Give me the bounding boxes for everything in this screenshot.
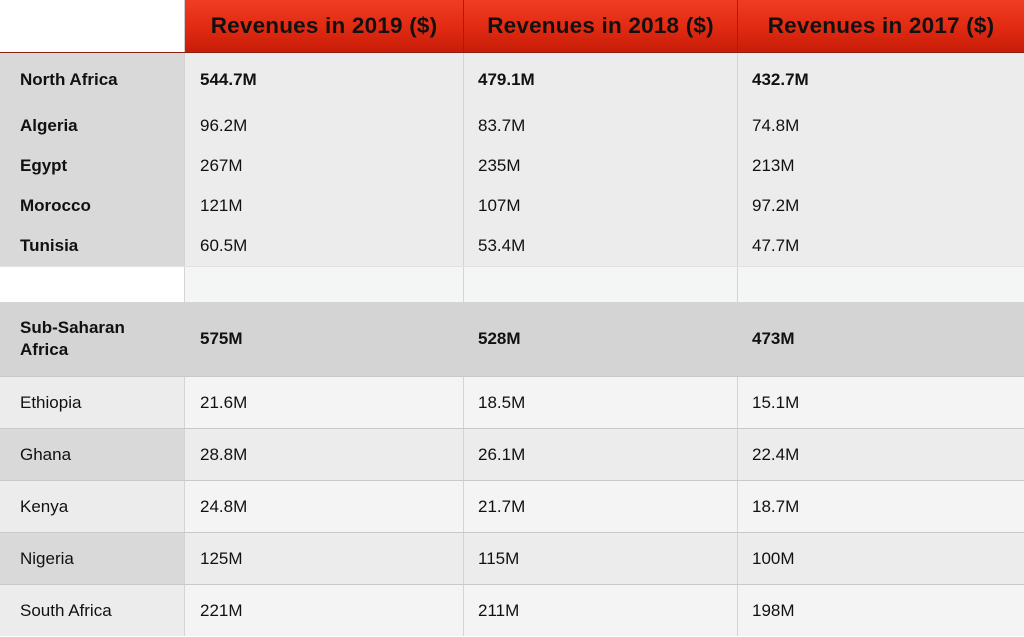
- value-cell: 528M: [464, 302, 738, 376]
- header-corner-cell: [0, 0, 185, 52]
- column-header: Revenues in 2018 ($): [464, 0, 738, 52]
- spacer-cell: [738, 267, 1024, 302]
- value-cell: 544.7M: [185, 53, 464, 106]
- table-row: Morocco 121M 107M 97.2M: [0, 186, 1024, 226]
- table-row: Kenya 24.8M 21.7M 18.7M: [0, 480, 1024, 532]
- table-row: Nigeria 125M 115M 100M: [0, 532, 1024, 584]
- value-cell: 267M: [185, 146, 464, 186]
- column-header: Revenues in 2019 ($): [185, 0, 464, 52]
- value-cell: 115M: [464, 533, 738, 584]
- header-row: Revenues in 2019 ($) Revenues in 2018 ($)…: [0, 0, 1024, 53]
- table-row: Algeria 96.2M 83.7M 74.8M: [0, 106, 1024, 146]
- value-cell: 211M: [464, 585, 738, 636]
- row-label: Tunisia: [0, 226, 185, 266]
- row-label: Ghana: [0, 429, 185, 480]
- value-cell: 74.8M: [738, 106, 1024, 146]
- spacer-cell: [185, 267, 464, 302]
- value-cell: 18.5M: [464, 377, 738, 428]
- row-label: Algeria: [0, 106, 185, 146]
- value-cell: 22.4M: [738, 429, 1024, 480]
- value-cell: 28.8M: [185, 429, 464, 480]
- value-cell: 213M: [738, 146, 1024, 186]
- row-label: Kenya: [0, 481, 185, 532]
- value-cell: 221M: [185, 585, 464, 636]
- value-cell: 198M: [738, 585, 1024, 636]
- table-row: Ghana 28.8M 26.1M 22.4M: [0, 428, 1024, 480]
- value-cell: 107M: [464, 186, 738, 226]
- value-cell: 21.6M: [185, 377, 464, 428]
- value-cell: 473M: [738, 302, 1024, 376]
- row-label: Nigeria: [0, 533, 185, 584]
- column-header: Revenues in 2017 ($): [738, 0, 1024, 52]
- table-row: Ethiopia 21.6M 18.5M 15.1M: [0, 376, 1024, 428]
- value-cell: 97.2M: [738, 186, 1024, 226]
- table-row: Egypt 267M 235M 213M: [0, 146, 1024, 186]
- spacer-cell: [464, 267, 738, 302]
- region-total-row: North Africa 544.7M 479.1M 432.7M: [0, 53, 1024, 106]
- row-label: Sub-Saharan Africa: [0, 302, 185, 376]
- value-cell: 96.2M: [185, 106, 464, 146]
- row-label: Egypt: [0, 146, 185, 186]
- value-cell: 575M: [185, 302, 464, 376]
- row-label: Morocco: [0, 186, 185, 226]
- value-cell: 26.1M: [464, 429, 738, 480]
- table-row: South Africa 221M 211M 198M: [0, 584, 1024, 636]
- region-total-row: Sub-Saharan Africa 575M 528M 473M: [0, 302, 1024, 376]
- row-label: North Africa: [0, 53, 185, 106]
- value-cell: 125M: [185, 533, 464, 584]
- value-cell: 60.5M: [185, 226, 464, 266]
- value-cell: 121M: [185, 186, 464, 226]
- value-cell: 24.8M: [185, 481, 464, 532]
- value-cell: 53.4M: [464, 226, 738, 266]
- value-cell: 100M: [738, 533, 1024, 584]
- value-cell: 47.7M: [738, 226, 1024, 266]
- value-cell: 83.7M: [464, 106, 738, 146]
- table-row: Tunisia 60.5M 53.4M 47.7M: [0, 226, 1024, 266]
- value-cell: 432.7M: [738, 53, 1024, 106]
- value-cell: 235M: [464, 146, 738, 186]
- value-cell: 15.1M: [738, 377, 1024, 428]
- value-cell: 21.7M: [464, 481, 738, 532]
- value-cell: 479.1M: [464, 53, 738, 106]
- row-label: South Africa: [0, 585, 185, 636]
- spacer-cell: [0, 267, 185, 302]
- spacer-row: [0, 266, 1024, 302]
- value-cell: 18.7M: [738, 481, 1024, 532]
- row-label: Ethiopia: [0, 377, 185, 428]
